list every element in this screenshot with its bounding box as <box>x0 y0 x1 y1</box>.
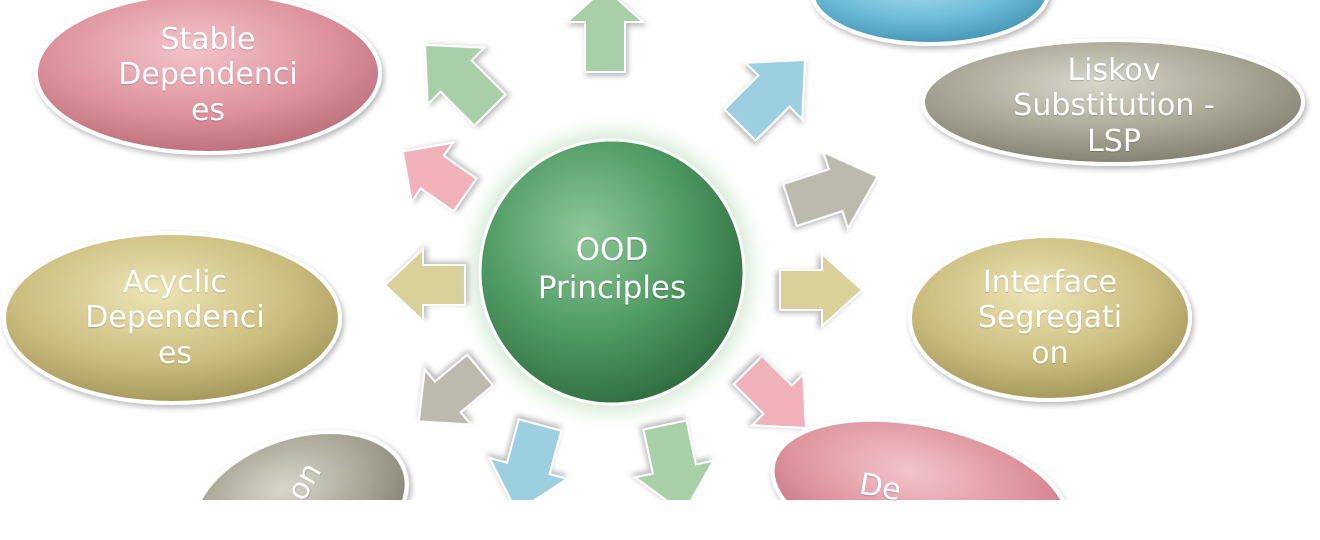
node-interface-segregation <box>908 234 1192 402</box>
arrow-lower-left-icon <box>417 353 495 426</box>
arrows-group <box>383 0 879 500</box>
node-acyclic-dependencies <box>2 231 342 405</box>
node-top-right <box>811 0 1049 46</box>
arrow-up-left-icon <box>423 43 507 127</box>
node-stable-dependencies <box>34 0 382 155</box>
arrow-left-icon <box>383 246 466 324</box>
node-liskov-substitution <box>921 38 1305 166</box>
arrow-left-up-icon <box>401 141 478 213</box>
arrow-down-left-icon <box>487 418 570 500</box>
node-bottom-right <box>770 417 1070 500</box>
arrow-down-right-icon <box>732 354 808 430</box>
node-bottom-left <box>191 429 409 500</box>
arrow-up-right-icon <box>723 58 807 142</box>
arrow-down-icon <box>632 419 716 500</box>
center-node <box>478 138 746 406</box>
principles-diagram <box>2 0 1305 500</box>
nodes-group <box>2 0 1305 500</box>
arrow-right-icon <box>779 251 864 329</box>
arrow-up-icon <box>564 0 646 73</box>
arrow-right-up-icon <box>781 150 879 231</box>
